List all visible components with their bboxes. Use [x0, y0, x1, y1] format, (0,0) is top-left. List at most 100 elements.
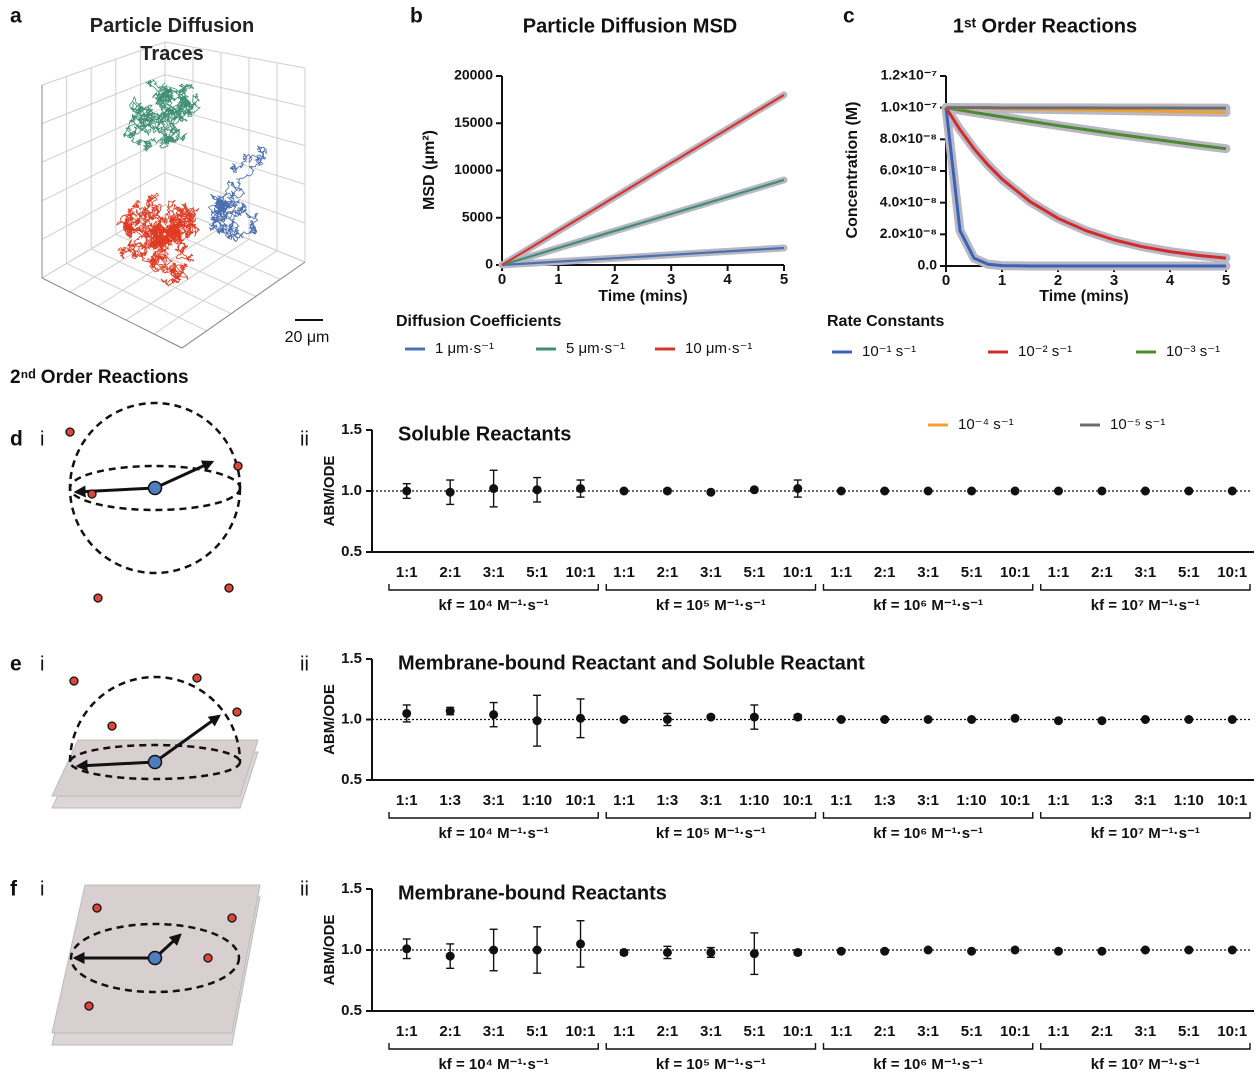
reactant: [203, 953, 213, 963]
panel-letter: b: [410, 5, 423, 28]
x-tick-label: 1:1: [396, 564, 418, 581]
group-label: kf = 10⁷ M⁻¹·s⁻¹: [1091, 1056, 1200, 1073]
point: [880, 715, 890, 724]
chart-title: Soluble Reactants: [398, 423, 571, 445]
x-tick-label: 2:1: [1091, 564, 1113, 581]
x-tick-label: 4: [1166, 272, 1175, 289]
box-grid: [41, 171, 166, 240]
y-tick-label: 15000: [454, 114, 493, 130]
particle: [147, 480, 163, 496]
arrow: [75, 759, 156, 772]
group-label: kf = 10⁶ M⁻¹·s⁻¹: [873, 597, 983, 614]
x-tick-label: 1:1: [1048, 1023, 1070, 1040]
group-bracket: [822, 584, 1034, 591]
reactant: [192, 673, 202, 683]
particle: [147, 754, 163, 770]
x-tick-label: 3:1: [917, 792, 939, 809]
x-tick-label: 3:1: [1135, 1023, 1157, 1040]
x-tick-label: 5:1: [743, 1023, 765, 1040]
point: [1227, 486, 1237, 496]
line: [501, 178, 785, 267]
reactant: [227, 913, 237, 923]
x-tick-label: 10:1: [1217, 1023, 1247, 1040]
x-tick-label: 10:1: [566, 792, 596, 809]
equator: [68, 464, 242, 512]
x-tick-label: 4: [723, 271, 732, 288]
y-axis-label: ABM/ODE: [321, 684, 338, 755]
reactant: [84, 1001, 94, 1011]
point: [793, 484, 803, 494]
box-grid: [41, 74, 166, 125]
point: [749, 949, 759, 959]
y-tick-label: 1.0: [341, 710, 362, 727]
point: [619, 715, 629, 724]
group-label: kf = 10⁷ M⁻¹·s⁻¹: [1091, 825, 1200, 842]
point: [402, 944, 412, 954]
y-tick-label: 1.0: [341, 482, 362, 499]
x-tick-label: 1:1: [613, 564, 635, 581]
legend-label: 10⁻³ s⁻¹: [1166, 343, 1220, 360]
legend-title: Diffusion Coefficients: [396, 313, 561, 330]
reactant: [69, 676, 79, 686]
line: [501, 246, 785, 267]
x-tick-label: 10:1: [1000, 1023, 1030, 1040]
line: [944, 107, 1226, 268]
y-tick-label: 1.0: [341, 941, 362, 958]
y-tick-label: 8.0×10⁻⁸: [880, 130, 937, 146]
point: [532, 485, 542, 495]
y-tick-label: 6.0×10⁻⁸: [880, 162, 937, 178]
section-title: 2ⁿᵈ Order Reactions: [10, 367, 189, 388]
y-axis-label: ABM/ODE: [321, 915, 338, 986]
x-tick-label: 1:3: [1091, 792, 1113, 809]
x-tick-label: 10:1: [1217, 564, 1247, 581]
panel-letter: a: [10, 5, 22, 28]
x-tick-label: 10:1: [566, 564, 596, 581]
x-axis-label: Time (mins): [598, 288, 688, 305]
box-grid: [97, 227, 222, 307]
legend-label: 10⁻¹ s⁻¹: [862, 343, 916, 360]
box-grid: [164, 41, 306, 69]
base: [68, 743, 242, 781]
scale-label: 20 μm: [285, 329, 330, 346]
x-tick-label: 5:1: [526, 564, 548, 581]
point: [1010, 486, 1020, 496]
point: [1053, 946, 1063, 956]
x-tick-label: 5:1: [961, 1023, 983, 1040]
box-grid: [90, 248, 232, 315]
x-tick-label: 10:1: [783, 792, 813, 809]
legend-label: 10 μm·s⁻¹: [685, 340, 752, 357]
y-tick-label: 5000: [462, 208, 493, 224]
y-tick-label: 0.5: [341, 1002, 362, 1019]
reactant: [233, 461, 243, 471]
x-tick-label: 3:1: [483, 792, 505, 809]
point: [1053, 486, 1063, 496]
point: [749, 712, 759, 722]
point: [793, 947, 803, 957]
x-tick-label: 2:1: [439, 564, 461, 581]
x-tick-label: 1: [554, 271, 562, 288]
x-tick-label: 10:1: [566, 1023, 596, 1040]
point: [793, 712, 803, 722]
x-tick-label: 2:1: [657, 1023, 679, 1040]
x-tick-label: 1:3: [657, 792, 679, 809]
x-tick-label: 1:1: [830, 792, 852, 809]
x-tick-label: 3: [667, 271, 675, 288]
x-tick-label: 5:1: [1178, 1023, 1200, 1040]
x-tick-label: 3:1: [917, 1023, 939, 1040]
x-tick-label: 2: [611, 271, 619, 288]
reactant: [107, 721, 117, 731]
panel-letter: d: [10, 428, 23, 451]
trace: [116, 192, 200, 287]
x-tick-label: 3:1: [1135, 792, 1157, 809]
x-tick-label: 1:3: [439, 792, 461, 809]
point: [967, 486, 977, 496]
x-tick-label: 1:1: [830, 564, 852, 581]
x-tick-label: 2:1: [439, 1023, 461, 1040]
subpanel-label: i: [40, 653, 44, 675]
legend-label: 10⁻⁵ s⁻¹: [1110, 416, 1165, 433]
x-tick-label: 2:1: [657, 564, 679, 581]
x-tick-label: 1:10: [522, 792, 552, 809]
box-grid: [153, 250, 278, 335]
